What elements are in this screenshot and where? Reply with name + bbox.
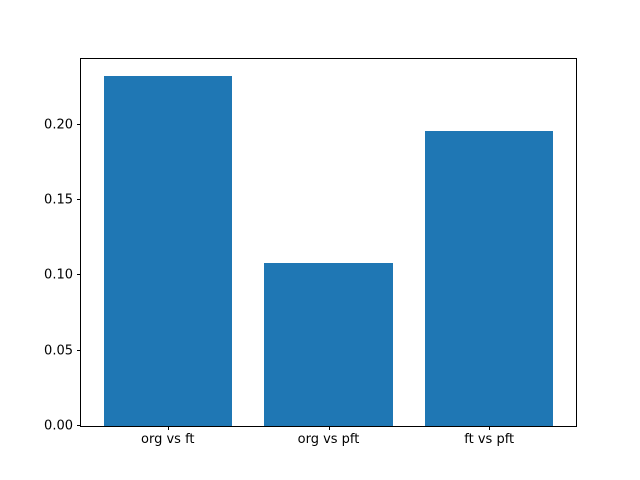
bar-ft-vs-pft bbox=[424, 130, 554, 426]
x-axis-tick-label: org vs pft bbox=[297, 432, 360, 447]
y-axis-tick-label: 0.15 bbox=[44, 192, 73, 208]
bar-org-vs-pft bbox=[264, 263, 393, 426]
y-axis-tick-label: 0.05 bbox=[44, 343, 73, 359]
y-axis-tick-mark bbox=[77, 425, 81, 426]
x-axis-tick-label: ft vs pft bbox=[464, 432, 515, 447]
y-axis-tick-mark bbox=[77, 123, 81, 125]
x-axis-tick-label: org vs ft bbox=[141, 432, 195, 447]
y-axis-tick-label: 0.00 bbox=[44, 418, 73, 434]
x-axis-tick-mark bbox=[328, 426, 330, 430]
bar-org-vs-ft bbox=[103, 76, 233, 426]
y-axis-tick-label: 0.20 bbox=[44, 117, 73, 133]
y-axis-tick-mark bbox=[77, 274, 81, 276]
x-axis-tick-mark bbox=[489, 426, 491, 430]
y-axis-tick-mark bbox=[77, 199, 81, 201]
y-axis-tick-label: 0.10 bbox=[44, 267, 73, 283]
x-axis-tick-mark bbox=[167, 426, 169, 430]
plot-area: 0.00 0.05 0.10 0.15 0.20 org vs ft org vs pft f… bbox=[44, 58, 577, 446]
y-axis-tick-mark bbox=[77, 349, 81, 351]
